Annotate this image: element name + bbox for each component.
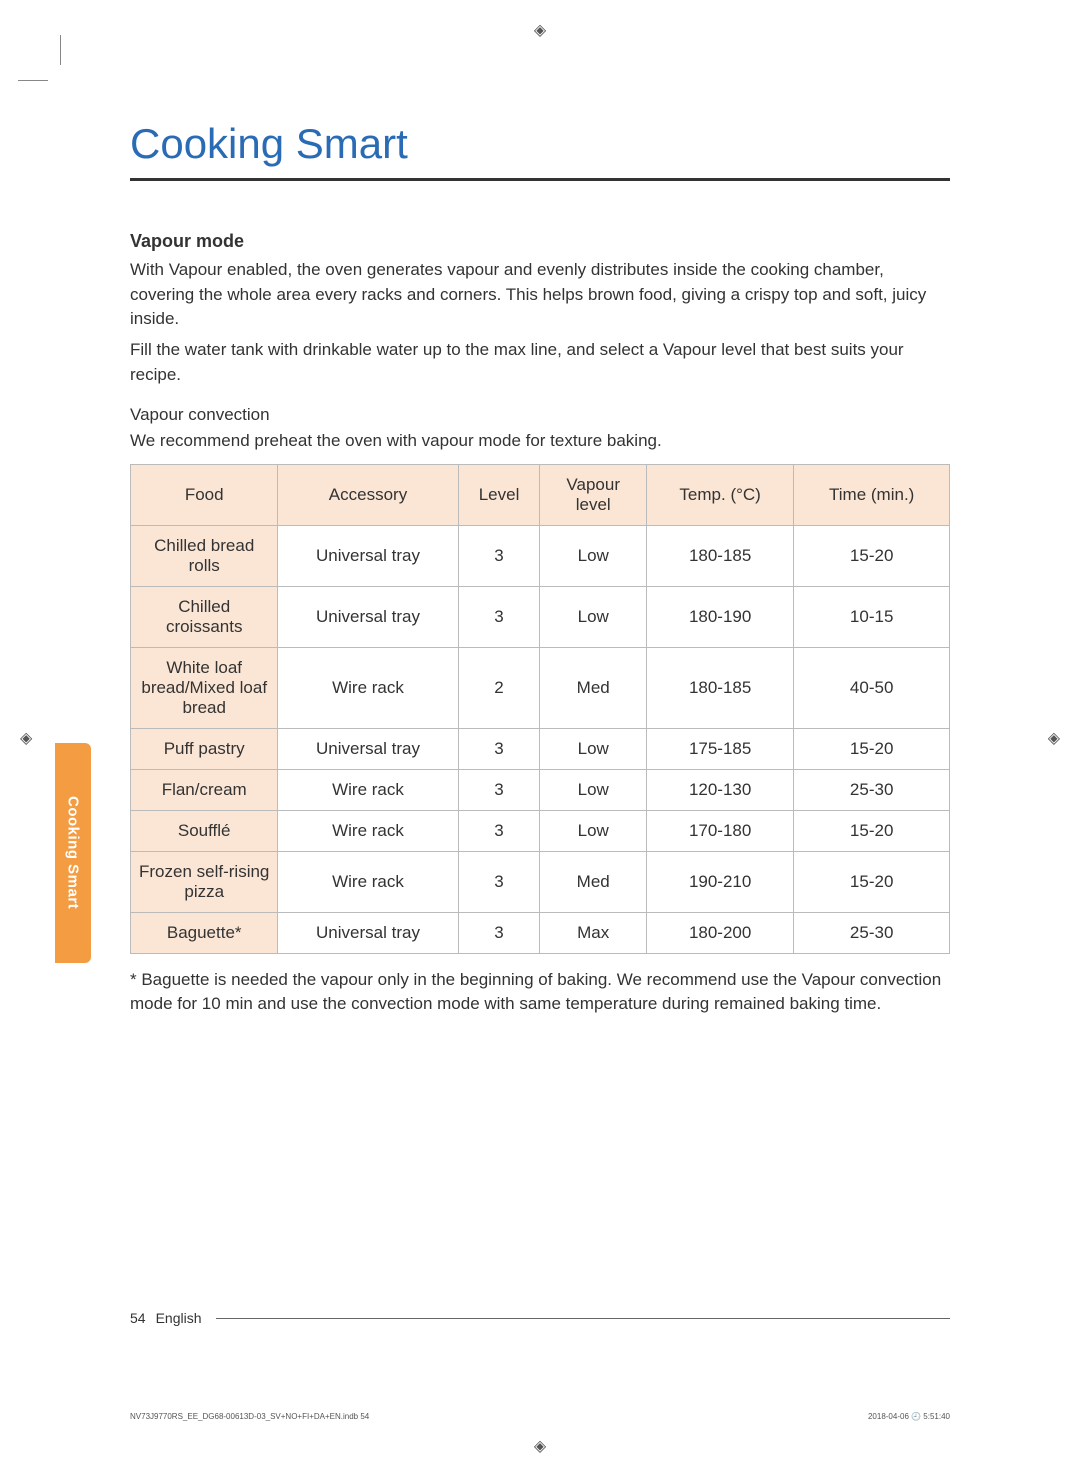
body-paragraph: With Vapour enabled, the oven generates … xyxy=(130,258,950,332)
page-footer: 54 English xyxy=(130,1310,950,1326)
cell-level: 3 xyxy=(458,769,540,810)
cell-vapour: Max xyxy=(540,912,646,953)
cell-food: Chilled bread rolls xyxy=(131,525,278,586)
side-tab-label: Cooking Smart xyxy=(65,796,82,909)
print-meta-time: 2018-04-06 🕘 5:51:40 xyxy=(868,1412,950,1421)
cell-level: 3 xyxy=(458,525,540,586)
cell-temp: 190-210 xyxy=(646,851,793,912)
col-vapour: Vapour level xyxy=(540,464,646,525)
cell-vapour: Low xyxy=(540,728,646,769)
cell-temp: 170-180 xyxy=(646,810,793,851)
page-content: Cooking Smart Vapour mode With Vapour en… xyxy=(130,120,950,1017)
cell-time: 15-20 xyxy=(794,851,950,912)
cell-accessory: Universal tray xyxy=(278,525,458,586)
crop-corner-mark xyxy=(60,35,61,65)
table-row: Flan/creamWire rack3Low120-13025-30 xyxy=(131,769,950,810)
cell-level: 3 xyxy=(458,851,540,912)
table-row: Puff pastryUniversal tray3Low175-18515-2… xyxy=(131,728,950,769)
col-temp: Temp. (°C) xyxy=(646,464,793,525)
page-title: Cooking Smart xyxy=(130,120,950,181)
crop-corner-mark xyxy=(18,80,48,81)
cell-vapour: Med xyxy=(540,851,646,912)
cell-time: 25-30 xyxy=(794,912,950,953)
cell-accessory: Wire rack xyxy=(278,769,458,810)
cell-time: 15-20 xyxy=(794,810,950,851)
cell-level: 3 xyxy=(458,912,540,953)
cell-vapour: Low xyxy=(540,586,646,647)
cell-temp: 120-130 xyxy=(646,769,793,810)
cell-level: 3 xyxy=(458,810,540,851)
col-food: Food xyxy=(131,464,278,525)
cell-temp: 180-185 xyxy=(646,525,793,586)
cell-food: White loaf bread/Mixed loaf bread xyxy=(131,647,278,728)
cell-time: 15-20 xyxy=(794,525,950,586)
cell-accessory: Universal tray xyxy=(278,912,458,953)
cell-food: Puff pastry xyxy=(131,728,278,769)
table-row: Chilled bread rollsUniversal tray3Low180… xyxy=(131,525,950,586)
table-row: Frozen self-rising pizzaWire rack3Med190… xyxy=(131,851,950,912)
cell-time: 10-15 xyxy=(794,586,950,647)
cell-accessory: Wire rack xyxy=(278,810,458,851)
cell-food: Frozen self-rising pizza xyxy=(131,851,278,912)
body-paragraph: Fill the water tank with drinkable water… xyxy=(130,338,950,387)
col-level: Level xyxy=(458,464,540,525)
col-time: Time (min.) xyxy=(794,464,950,525)
cell-level: 3 xyxy=(458,728,540,769)
subheading: Vapour convection xyxy=(130,405,950,425)
cell-temp: 180-185 xyxy=(646,647,793,728)
footnote: * Baguette is needed the vapour only in … xyxy=(130,968,950,1017)
cell-food: Soufflé xyxy=(131,810,278,851)
table-row: Baguette*Universal tray3Max180-20025-30 xyxy=(131,912,950,953)
section-heading: Vapour mode xyxy=(130,231,950,252)
cell-time: 40-50 xyxy=(794,647,950,728)
cell-vapour: Low xyxy=(540,525,646,586)
cell-accessory: Universal tray xyxy=(278,586,458,647)
cell-food: Flan/cream xyxy=(131,769,278,810)
table-row: SouffléWire rack3Low170-18015-20 xyxy=(131,810,950,851)
cell-vapour: Low xyxy=(540,810,646,851)
cell-accessory: Wire rack xyxy=(278,647,458,728)
cell-temp: 180-190 xyxy=(646,586,793,647)
cell-temp: 175-185 xyxy=(646,728,793,769)
cell-accessory: Universal tray xyxy=(278,728,458,769)
cell-level: 2 xyxy=(458,647,540,728)
crop-mark-icon: ◈ xyxy=(1048,728,1060,748)
print-meta-file: NV73J9770RS_EE_DG68-00613D-03_SV+NO+FI+D… xyxy=(130,1412,369,1421)
footer-page-number: 54 xyxy=(130,1310,146,1326)
cell-food: Chilled croissants xyxy=(131,586,278,647)
cell-temp: 180-200 xyxy=(646,912,793,953)
cell-vapour: Low xyxy=(540,769,646,810)
cell-level: 3 xyxy=(458,586,540,647)
body-paragraph: We recommend preheat the oven with vapou… xyxy=(130,429,950,454)
crop-mark-icon: ◈ xyxy=(534,1436,546,1456)
cell-time: 25-30 xyxy=(794,769,950,810)
table-header-row: Food Accessory Level Vapour level Temp. … xyxy=(131,464,950,525)
crop-mark-icon: ◈ xyxy=(534,20,546,40)
footer-rule xyxy=(216,1318,951,1319)
cooking-table: Food Accessory Level Vapour level Temp. … xyxy=(130,464,950,954)
table-row: White loaf bread/Mixed loaf breadWire ra… xyxy=(131,647,950,728)
table-row: Chilled croissantsUniversal tray3Low180-… xyxy=(131,586,950,647)
side-tab: Cooking Smart xyxy=(55,743,91,963)
cell-vapour: Med xyxy=(540,647,646,728)
cell-accessory: Wire rack xyxy=(278,851,458,912)
crop-mark-icon: ◈ xyxy=(20,728,32,748)
cell-food: Baguette* xyxy=(131,912,278,953)
footer-language: English xyxy=(156,1310,202,1326)
col-accessory: Accessory xyxy=(278,464,458,525)
cell-time: 15-20 xyxy=(794,728,950,769)
